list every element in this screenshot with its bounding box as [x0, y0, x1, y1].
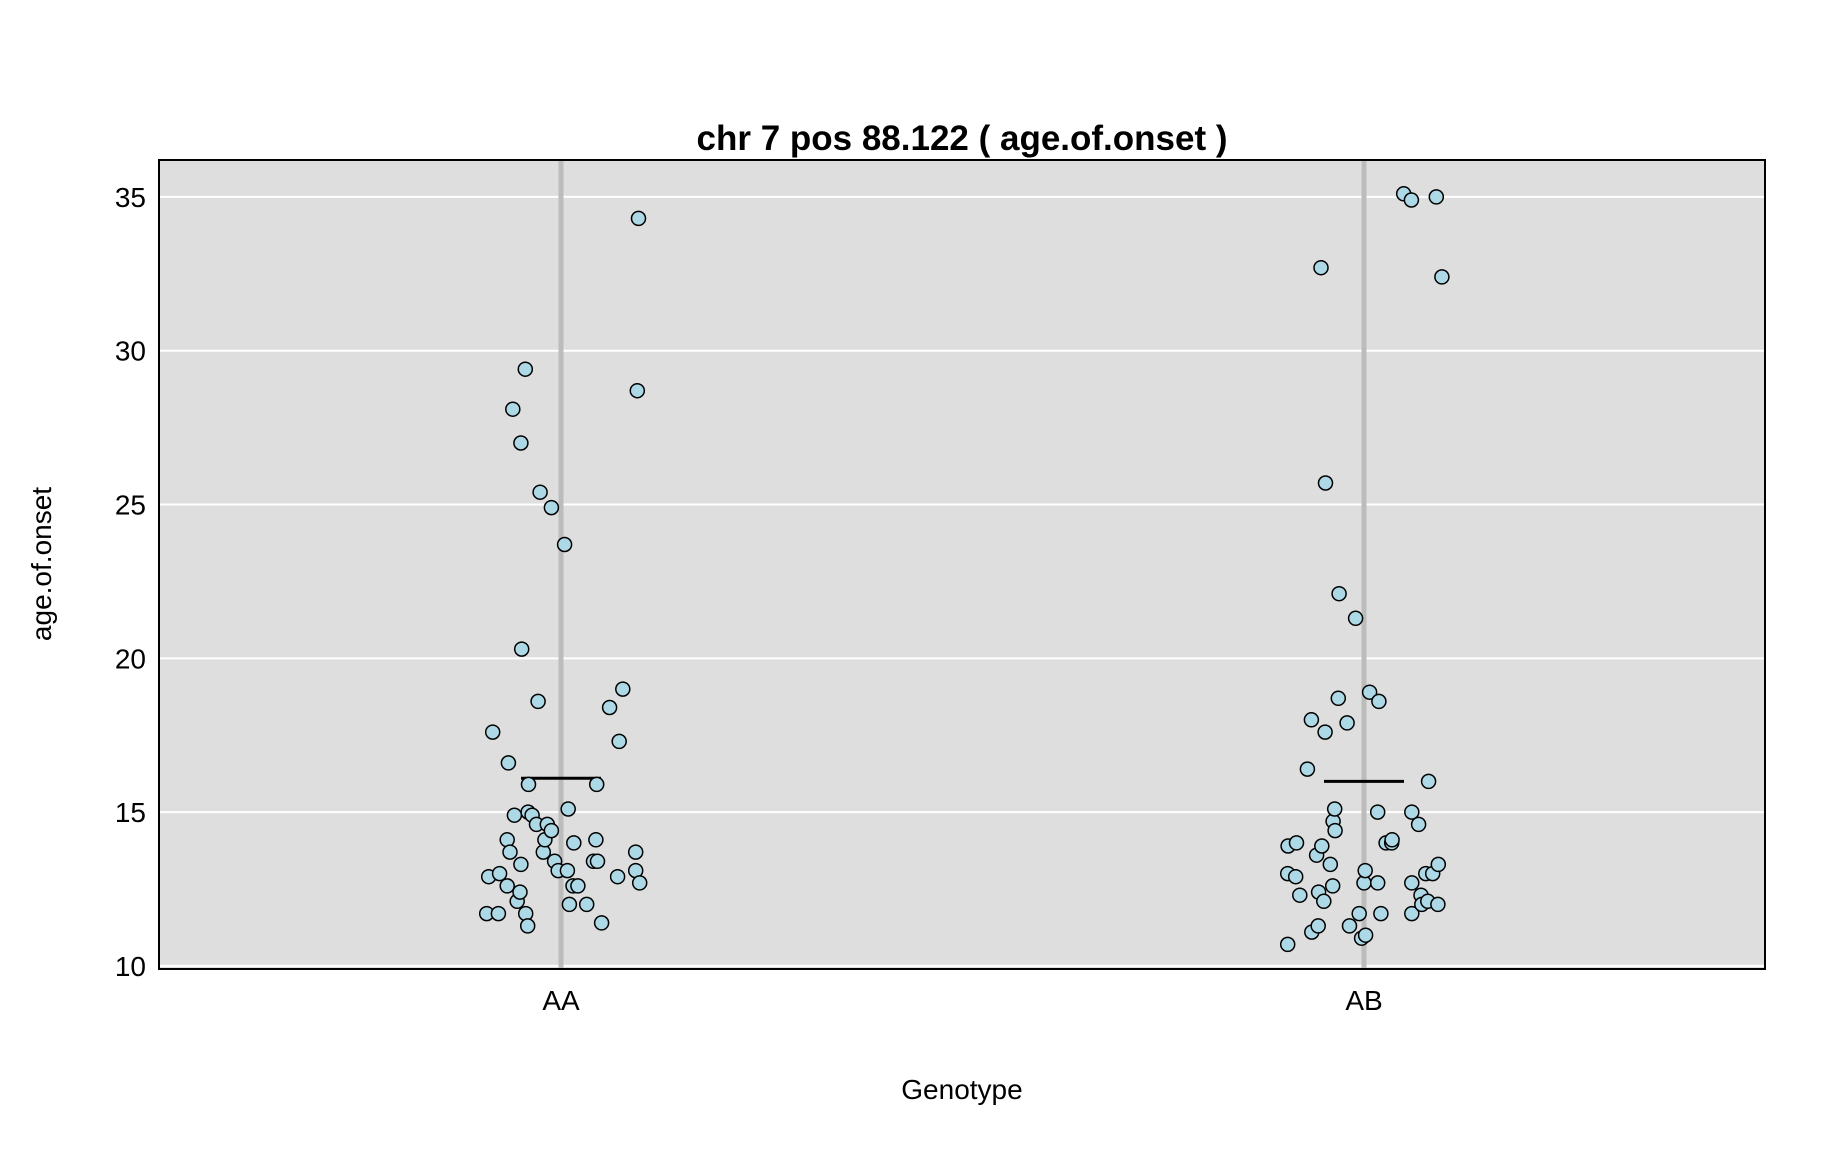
y-tick-label: 30: [115, 336, 146, 367]
data-point: [559, 862, 576, 879]
data-point: [1369, 804, 1386, 820]
data-point: [1322, 856, 1339, 873]
data-point: [1327, 822, 1343, 839]
data-point: [1324, 878, 1341, 894]
category-lines: [558, 160, 1367, 969]
data-point: [1361, 684, 1378, 700]
data-point: [1430, 896, 1446, 913]
x-axis-ticks: AA AB: [542, 985, 1382, 1016]
data-point: [578, 896, 595, 913]
data-point: [1299, 761, 1316, 777]
data-point: [1347, 610, 1364, 627]
data-point: [530, 693, 546, 710]
x-tick-label: AA: [542, 985, 580, 1016]
data-point: [506, 807, 523, 823]
data-point: [1357, 862, 1373, 879]
data-point: [1310, 918, 1326, 934]
data-point: [1287, 868, 1304, 885]
plot-panel: [159, 160, 1765, 969]
data-point: [1404, 804, 1420, 820]
data-points: [478, 186, 1450, 953]
data-point: [1420, 773, 1437, 790]
data-point: [484, 724, 501, 740]
data-point: [491, 865, 508, 882]
data-point: [1369, 875, 1386, 891]
data-point: [1292, 887, 1308, 903]
data-point: [513, 435, 529, 451]
data-point: [1303, 712, 1320, 728]
data-point: [1326, 801, 1343, 817]
x-tick-label: AB: [1345, 985, 1382, 1016]
data-point: [505, 401, 521, 417]
data-point: [543, 499, 560, 516]
data-point: [519, 918, 536, 934]
data-point: [1430, 856, 1447, 873]
data-point: [588, 832, 604, 848]
data-point: [560, 801, 576, 817]
plot-border: [158, 159, 1766, 970]
y-tick-label: 10: [115, 951, 146, 982]
y-axis-label: age.of.onset: [26, 487, 57, 641]
data-point: [1339, 715, 1355, 731]
data-point: [601, 699, 618, 716]
data-point: [513, 856, 529, 873]
data-point: [1373, 905, 1389, 922]
data-point: [1341, 918, 1358, 934]
data-point: [512, 884, 528, 900]
data-point: [1313, 259, 1329, 276]
data-point: [1384, 832, 1400, 848]
data-point: [1428, 189, 1445, 205]
data-point: [1434, 269, 1450, 285]
data-point: [570, 878, 586, 894]
data-point: [532, 484, 548, 500]
y-tick-label: 25: [115, 490, 146, 521]
data-point: [588, 776, 605, 793]
data-point: [1371, 693, 1387, 710]
data-point: [513, 641, 530, 657]
mean-lines: [521, 776, 1404, 783]
data-point: [611, 733, 627, 750]
y-axis-ticks: 10 15 20 25 30 35: [115, 182, 146, 982]
chart-title: chr 7 pos 88.122 ( age.of.onset ): [697, 119, 1228, 158]
data-point: [1314, 838, 1330, 854]
data-point: [556, 536, 573, 553]
data-point: [1331, 585, 1347, 602]
x-axis-label: Genotype: [901, 1074, 1022, 1105]
data-point: [1357, 927, 1374, 943]
grid-lines: [159, 195, 1765, 967]
data-point: [631, 875, 648, 891]
data-point: [1330, 690, 1347, 707]
data-point: [1279, 936, 1296, 953]
data-point: [1410, 816, 1427, 833]
data-point: [609, 868, 626, 885]
data-point: [490, 905, 507, 922]
data-point: [520, 776, 537, 793]
data-point: [1317, 724, 1333, 740]
data-point: [499, 878, 515, 894]
data-point: [1404, 875, 1420, 891]
data-point: [615, 681, 631, 697]
data-point: [561, 896, 578, 913]
data-point: [500, 755, 517, 771]
data-point: [1351, 905, 1367, 922]
data-point: [593, 915, 610, 931]
data-point: [566, 835, 582, 851]
data-point: [1317, 475, 1334, 491]
data-point: [1404, 905, 1420, 922]
data-point: [502, 844, 518, 860]
data-point: [630, 210, 647, 227]
data-point: [1403, 192, 1420, 208]
data-point: [517, 361, 534, 377]
y-tick-label: 35: [115, 182, 146, 213]
y-tick-label: 15: [115, 797, 146, 828]
data-point: [543, 822, 560, 839]
data-point: [589, 853, 606, 870]
data-point: [627, 844, 644, 860]
data-point: [1288, 835, 1305, 851]
data-point: [629, 382, 646, 399]
y-tick-label: 20: [115, 643, 146, 674]
data-point: [1316, 893, 1332, 910]
